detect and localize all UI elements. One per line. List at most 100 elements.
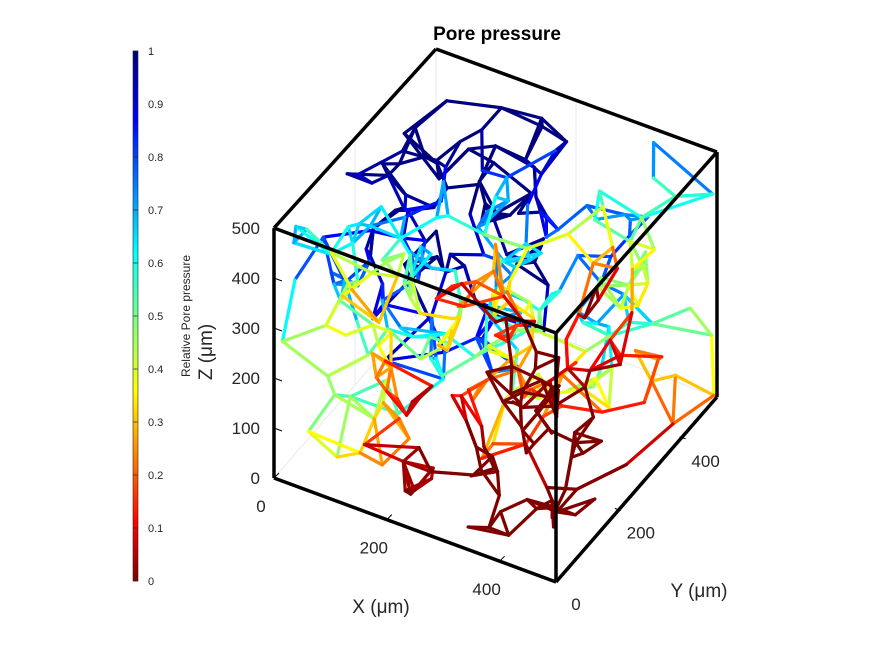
pore-throat xyxy=(502,294,525,323)
pore-throat xyxy=(540,124,569,144)
pore-throat xyxy=(523,124,544,162)
y-tick xyxy=(679,436,686,440)
pore-throat xyxy=(560,373,604,414)
pore-throat xyxy=(428,335,452,345)
pore-throat xyxy=(280,339,330,378)
pore-throat xyxy=(383,358,446,381)
pore-throat xyxy=(398,236,412,257)
x-tick-label: 200 xyxy=(360,539,388,558)
pore-throat xyxy=(521,319,538,354)
pore-throat xyxy=(505,149,558,180)
pore-throat xyxy=(485,370,505,404)
pore-throat xyxy=(544,227,560,239)
pore-throat xyxy=(408,253,415,283)
pore-throat xyxy=(630,267,634,315)
z-tick-label: 500 xyxy=(232,219,260,238)
pore-throat xyxy=(294,224,309,231)
pore-throat xyxy=(292,241,333,256)
pore-throat xyxy=(471,469,500,477)
pore-throat xyxy=(487,526,511,537)
pore-throat xyxy=(536,329,587,354)
pore-throat xyxy=(497,283,532,305)
pore-throat xyxy=(498,497,529,514)
pore-throat xyxy=(507,507,539,537)
pore-throat xyxy=(673,192,715,198)
pore-throat xyxy=(487,493,501,530)
pore-throat xyxy=(494,191,533,215)
pore-throat xyxy=(371,323,393,335)
z-tick xyxy=(273,327,283,332)
z-tick-label: 100 xyxy=(232,419,260,438)
pore-throat xyxy=(333,393,376,421)
pore-throat xyxy=(608,338,622,367)
pore-throat xyxy=(362,416,401,447)
pore-throat xyxy=(473,343,491,359)
pore-network xyxy=(280,99,716,537)
pore-throat xyxy=(474,445,483,472)
z-axis-label: Z (μm) xyxy=(196,324,217,380)
pore-throat xyxy=(389,365,399,401)
pore-throat xyxy=(593,189,602,222)
pore-throat xyxy=(525,232,570,250)
pore-throat xyxy=(581,439,603,455)
pore-throat xyxy=(346,259,372,282)
pore-throat xyxy=(321,235,336,286)
pore-throat xyxy=(493,242,506,298)
pore-throat xyxy=(566,366,592,373)
pore-throat xyxy=(671,393,716,426)
pore-throat xyxy=(335,394,352,459)
pore-throat xyxy=(640,192,715,220)
pore-throat xyxy=(368,224,403,241)
pore-throat xyxy=(630,247,656,271)
pore-throat xyxy=(445,329,454,353)
pore-throat xyxy=(380,298,390,331)
pore-throat xyxy=(573,431,603,443)
pore-throat xyxy=(374,359,387,380)
pore-throat xyxy=(326,374,337,397)
pore-throat xyxy=(494,333,509,343)
y-tick-label: 0 xyxy=(571,595,580,614)
pore-throat xyxy=(583,334,612,354)
pore-throat xyxy=(380,162,390,178)
pore-throat xyxy=(468,212,486,257)
pore-throat xyxy=(339,299,375,327)
pore-throat xyxy=(581,321,612,338)
colorbar: 0 0.1 0.2 0.3 0.4 0.5 0.6 0.7 0.8 0.9 1 Relative P… xyxy=(132,46,193,588)
pore-throat xyxy=(483,310,489,353)
y-axis-label: Y (μm) xyxy=(670,581,727,602)
pore-throat xyxy=(673,373,716,397)
pore-throat xyxy=(280,323,328,343)
pore-throat xyxy=(464,419,478,449)
pore-throat xyxy=(370,351,387,363)
pore-throat xyxy=(358,451,384,467)
pore-throat xyxy=(594,376,611,410)
pore-throat xyxy=(324,302,339,327)
colorbar-tick-label: 0.5 xyxy=(148,311,163,323)
pore-throat xyxy=(429,356,444,378)
pore-throat xyxy=(651,176,677,198)
pore-throat xyxy=(575,463,628,491)
pore-throat xyxy=(332,279,347,286)
pore-throat xyxy=(418,311,455,321)
pore-throat xyxy=(532,426,551,446)
pore-throat xyxy=(688,306,714,337)
pore-throat xyxy=(499,106,544,129)
pore-throat xyxy=(574,440,585,455)
pore-throat xyxy=(386,327,423,361)
pore-throat xyxy=(588,338,612,373)
pore-throat xyxy=(573,497,597,517)
pore-throat xyxy=(371,323,381,348)
x-tick xyxy=(386,514,393,520)
pore-throat xyxy=(480,424,486,449)
pore-throat xyxy=(576,253,613,259)
colorbar-tick-label: 0.3 xyxy=(148,417,163,429)
pore-throat xyxy=(498,510,511,537)
pore-throat xyxy=(413,99,449,130)
pore-throat xyxy=(377,331,393,348)
pore-throat xyxy=(398,215,439,241)
pore-throat xyxy=(470,378,489,403)
pore-throat xyxy=(547,428,578,445)
pore-throat xyxy=(608,311,634,342)
pore-throat xyxy=(405,396,421,417)
